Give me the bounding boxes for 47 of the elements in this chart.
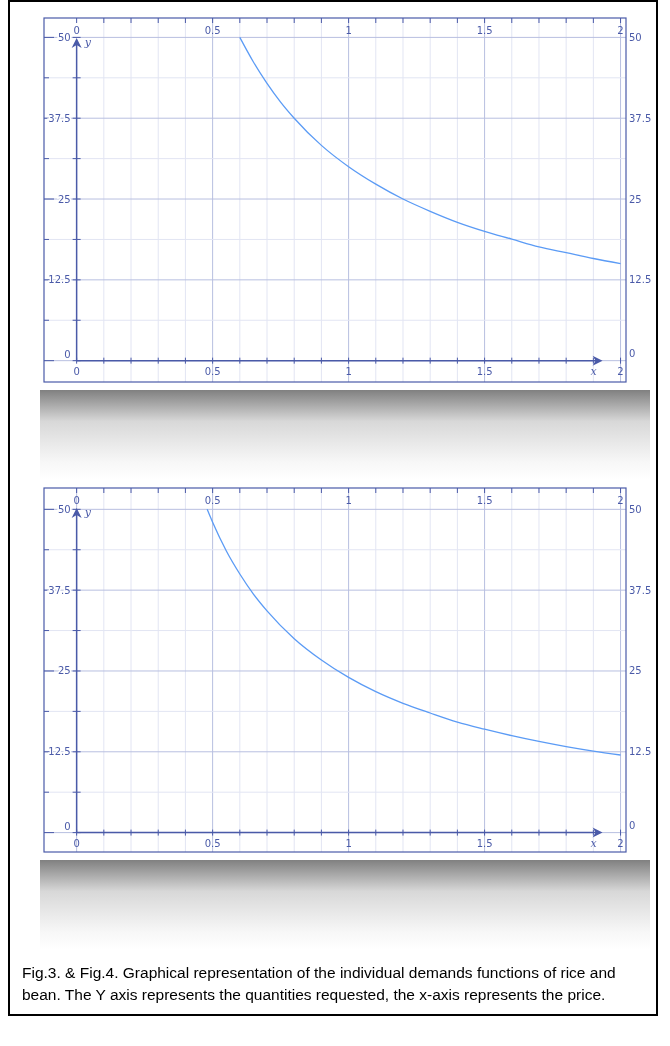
x-tick-label: 0.5 (204, 495, 221, 506)
y-axis-title: y (83, 506, 92, 519)
y2-tick-label: 25 (629, 193, 642, 205)
x2-tick-label: 1.5 (476, 365, 493, 377)
x2-tick-label: 0.5 (204, 365, 221, 377)
x-tick-label: 0.5 (204, 25, 221, 36)
y2-tick-label: 50 (629, 31, 642, 43)
line-series (206, 508, 622, 756)
y-tick-label: 50 (57, 31, 71, 43)
y-tick-label: 37.5 (48, 112, 71, 124)
x-tick-label: 0 (73, 495, 80, 506)
y2-tick-label: 50 (629, 503, 642, 515)
y-axis-title: y (83, 36, 92, 49)
x-tick-label: 0 (73, 25, 80, 36)
line-series (239, 36, 622, 265)
x-axis-title: x (590, 364, 598, 378)
x2-tick-label: 0 (73, 837, 80, 849)
x-tick-label: 1 (345, 495, 352, 506)
x-tick-label: 1.5 (476, 25, 493, 36)
y-tick-label: 25 (57, 665, 71, 677)
x-tick-label: 2 (617, 25, 624, 36)
x-tick-label: 1.5 (476, 495, 493, 506)
y2-tick-label: 12.5 (629, 746, 652, 758)
x2-tick-label: 1.5 (476, 837, 493, 849)
y-tick-label: 0 (64, 820, 71, 832)
y2-tick-label: 25 (629, 665, 642, 677)
caption: Fig.3. & Fig.4. Graphical representation of the individual demands functions of rice and bean. The Y axis represents the quantities requested, the x-axis represents the price. (22, 963, 617, 1005)
y2-tick-label: 12.5 (629, 274, 652, 286)
x2-tick-label: 1 (345, 837, 352, 849)
y-tick-label: 0 (64, 348, 71, 360)
x2-tick-label: 0 (73, 365, 80, 377)
y2-tick-label: 37.5 (629, 584, 652, 596)
x-tick-label: 2 (617, 495, 624, 506)
x-axis-title: x (590, 836, 598, 850)
y-tick-label: 25 (57, 193, 71, 205)
x2-tick-label: 2 (617, 837, 624, 849)
y-tick-label: 12.5 (48, 274, 71, 286)
x2-tick-label: 2 (617, 365, 624, 377)
y-tick-label: 37.5 (48, 584, 71, 596)
x-tick-label: 1 (345, 25, 352, 36)
x2-tick-label: 1 (345, 365, 352, 377)
y2-tick-label: 37.5 (629, 112, 652, 124)
y-tick-label: 12.5 (48, 746, 71, 758)
y2-tick-label: 0 (629, 347, 636, 359)
y2-tick-label: 0 (629, 819, 636, 831)
x2-tick-label: 0.5 (204, 837, 221, 849)
y-tick-label: 50 (57, 503, 71, 515)
